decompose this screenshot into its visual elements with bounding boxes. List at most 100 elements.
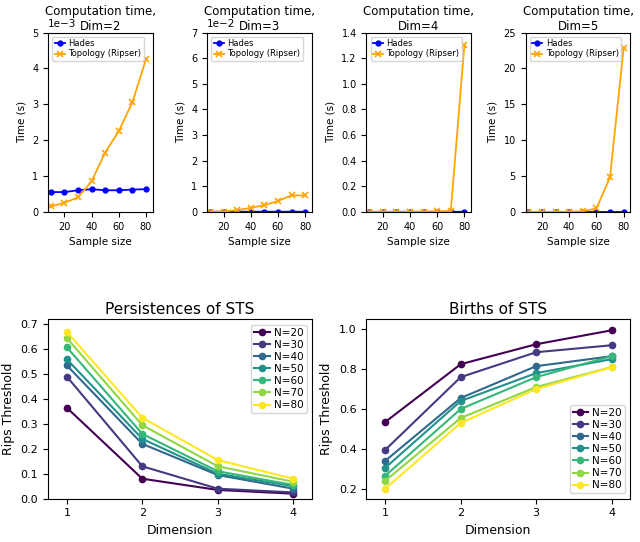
Topology (Ripser) [234,207,241,213]
Line: N=60: N=60 [64,344,296,488]
Legend: Hades, Topology (Ripser): Hades, Topology (Ripser) [530,37,621,61]
Y-axis label: Rips Threshold: Rips Threshold [2,363,15,455]
N=60 [214,468,221,474]
N=70 [608,364,616,370]
Hades [565,209,573,215]
Hades [433,209,441,215]
Y-axis label: Time (s): Time (s) [176,101,186,143]
Topology (Ripser) [433,208,441,215]
Hades [274,209,282,215]
Hades [247,209,255,215]
Topology (Ripser) [620,45,627,51]
Topology (Ripser) [220,208,227,215]
Topology (Ripser) [74,194,82,201]
Hades [379,209,387,215]
N=40 [608,353,616,359]
Topology (Ripser) [288,192,296,199]
N=80 [214,457,221,463]
Legend: N=20, N=30, N=40, N=50, N=60, N=70, N=80: N=20, N=30, N=40, N=50, N=60, N=70, N=80 [570,405,625,493]
Topology (Ripser) [274,198,282,204]
Line: N=50: N=50 [382,356,614,471]
Hades [365,209,373,215]
N=20 [457,361,465,367]
X-axis label: Dimension: Dimension [465,524,532,537]
X-axis label: Sample size: Sample size [547,237,609,247]
N=30 [289,489,297,496]
X-axis label: Sample size: Sample size [69,237,132,247]
N=80 [457,420,465,426]
N=50 [608,356,616,363]
Hades [288,209,296,215]
Text: 1e−3: 1e−3 [48,19,76,29]
N=80 [381,486,389,492]
Line: Hades: Hades [526,209,626,214]
Y-axis label: Time (s): Time (s) [326,101,336,143]
X-axis label: Dimension: Dimension [147,524,213,537]
Line: N=20: N=20 [64,405,296,497]
Topology (Ripser) [461,42,468,49]
N=80 [532,386,540,392]
Topology (Ripser) [61,199,68,206]
N=30 [532,349,540,356]
Hades [220,209,227,215]
N=60 [289,482,297,488]
Hades [234,209,241,215]
N=20 [381,419,389,425]
Topology (Ripser) [47,203,54,210]
N=50 [214,470,221,477]
N=60 [138,431,146,437]
N=20 [532,341,540,347]
Topology (Ripser) [525,209,532,215]
Line: Hades: Hades [48,187,148,195]
Topology (Ripser) [365,209,373,215]
N=50 [289,483,297,489]
Hades [301,209,309,215]
N=70 [214,463,221,469]
Hades [260,209,268,215]
N=40 [63,362,70,369]
N=40 [214,472,221,478]
N=70 [138,422,146,428]
Hades [525,209,532,215]
N=40 [532,363,540,370]
N=70 [63,335,70,341]
Line: N=20: N=20 [382,327,614,425]
Hades [115,187,123,193]
N=20 [138,475,146,482]
N=20 [214,487,221,493]
Line: N=30: N=30 [382,342,614,453]
N=50 [63,356,70,363]
N=50 [457,398,465,404]
Topology (Ripser) [142,56,150,63]
N=30 [457,374,465,380]
Hades [101,187,109,193]
Title: Persistences of STS: Persistences of STS [106,302,255,317]
N=70 [457,415,465,421]
Topology (Ripser) [101,150,109,156]
Topology (Ripser) [565,209,573,215]
Line: N=70: N=70 [382,364,614,484]
Hades [88,186,95,192]
Hades [606,209,614,215]
Topology (Ripser) [593,205,600,212]
Line: N=80: N=80 [382,364,614,492]
Topology (Ripser) [129,99,136,106]
Y-axis label: Rips Threshold: Rips Threshold [321,363,333,455]
N=60 [532,374,540,380]
N=30 [608,342,616,349]
N=30 [214,486,221,492]
Legend: Hades, Topology (Ripser): Hades, Topology (Ripser) [52,37,143,61]
N=60 [381,473,389,479]
Hades [447,209,454,215]
Line: Topology (Ripser): Topology (Ripser) [366,42,467,215]
Topology (Ripser) [406,209,414,215]
Topology (Ripser) [379,209,387,215]
N=20 [63,404,70,411]
Hades [406,209,414,215]
Y-axis label: Time (s): Time (s) [488,101,498,143]
N=70 [289,479,297,485]
Line: Topology (Ripser): Topology (Ripser) [207,192,308,215]
X-axis label: Sample size: Sample size [228,237,291,247]
N=60 [457,406,465,412]
Hades [206,209,214,215]
